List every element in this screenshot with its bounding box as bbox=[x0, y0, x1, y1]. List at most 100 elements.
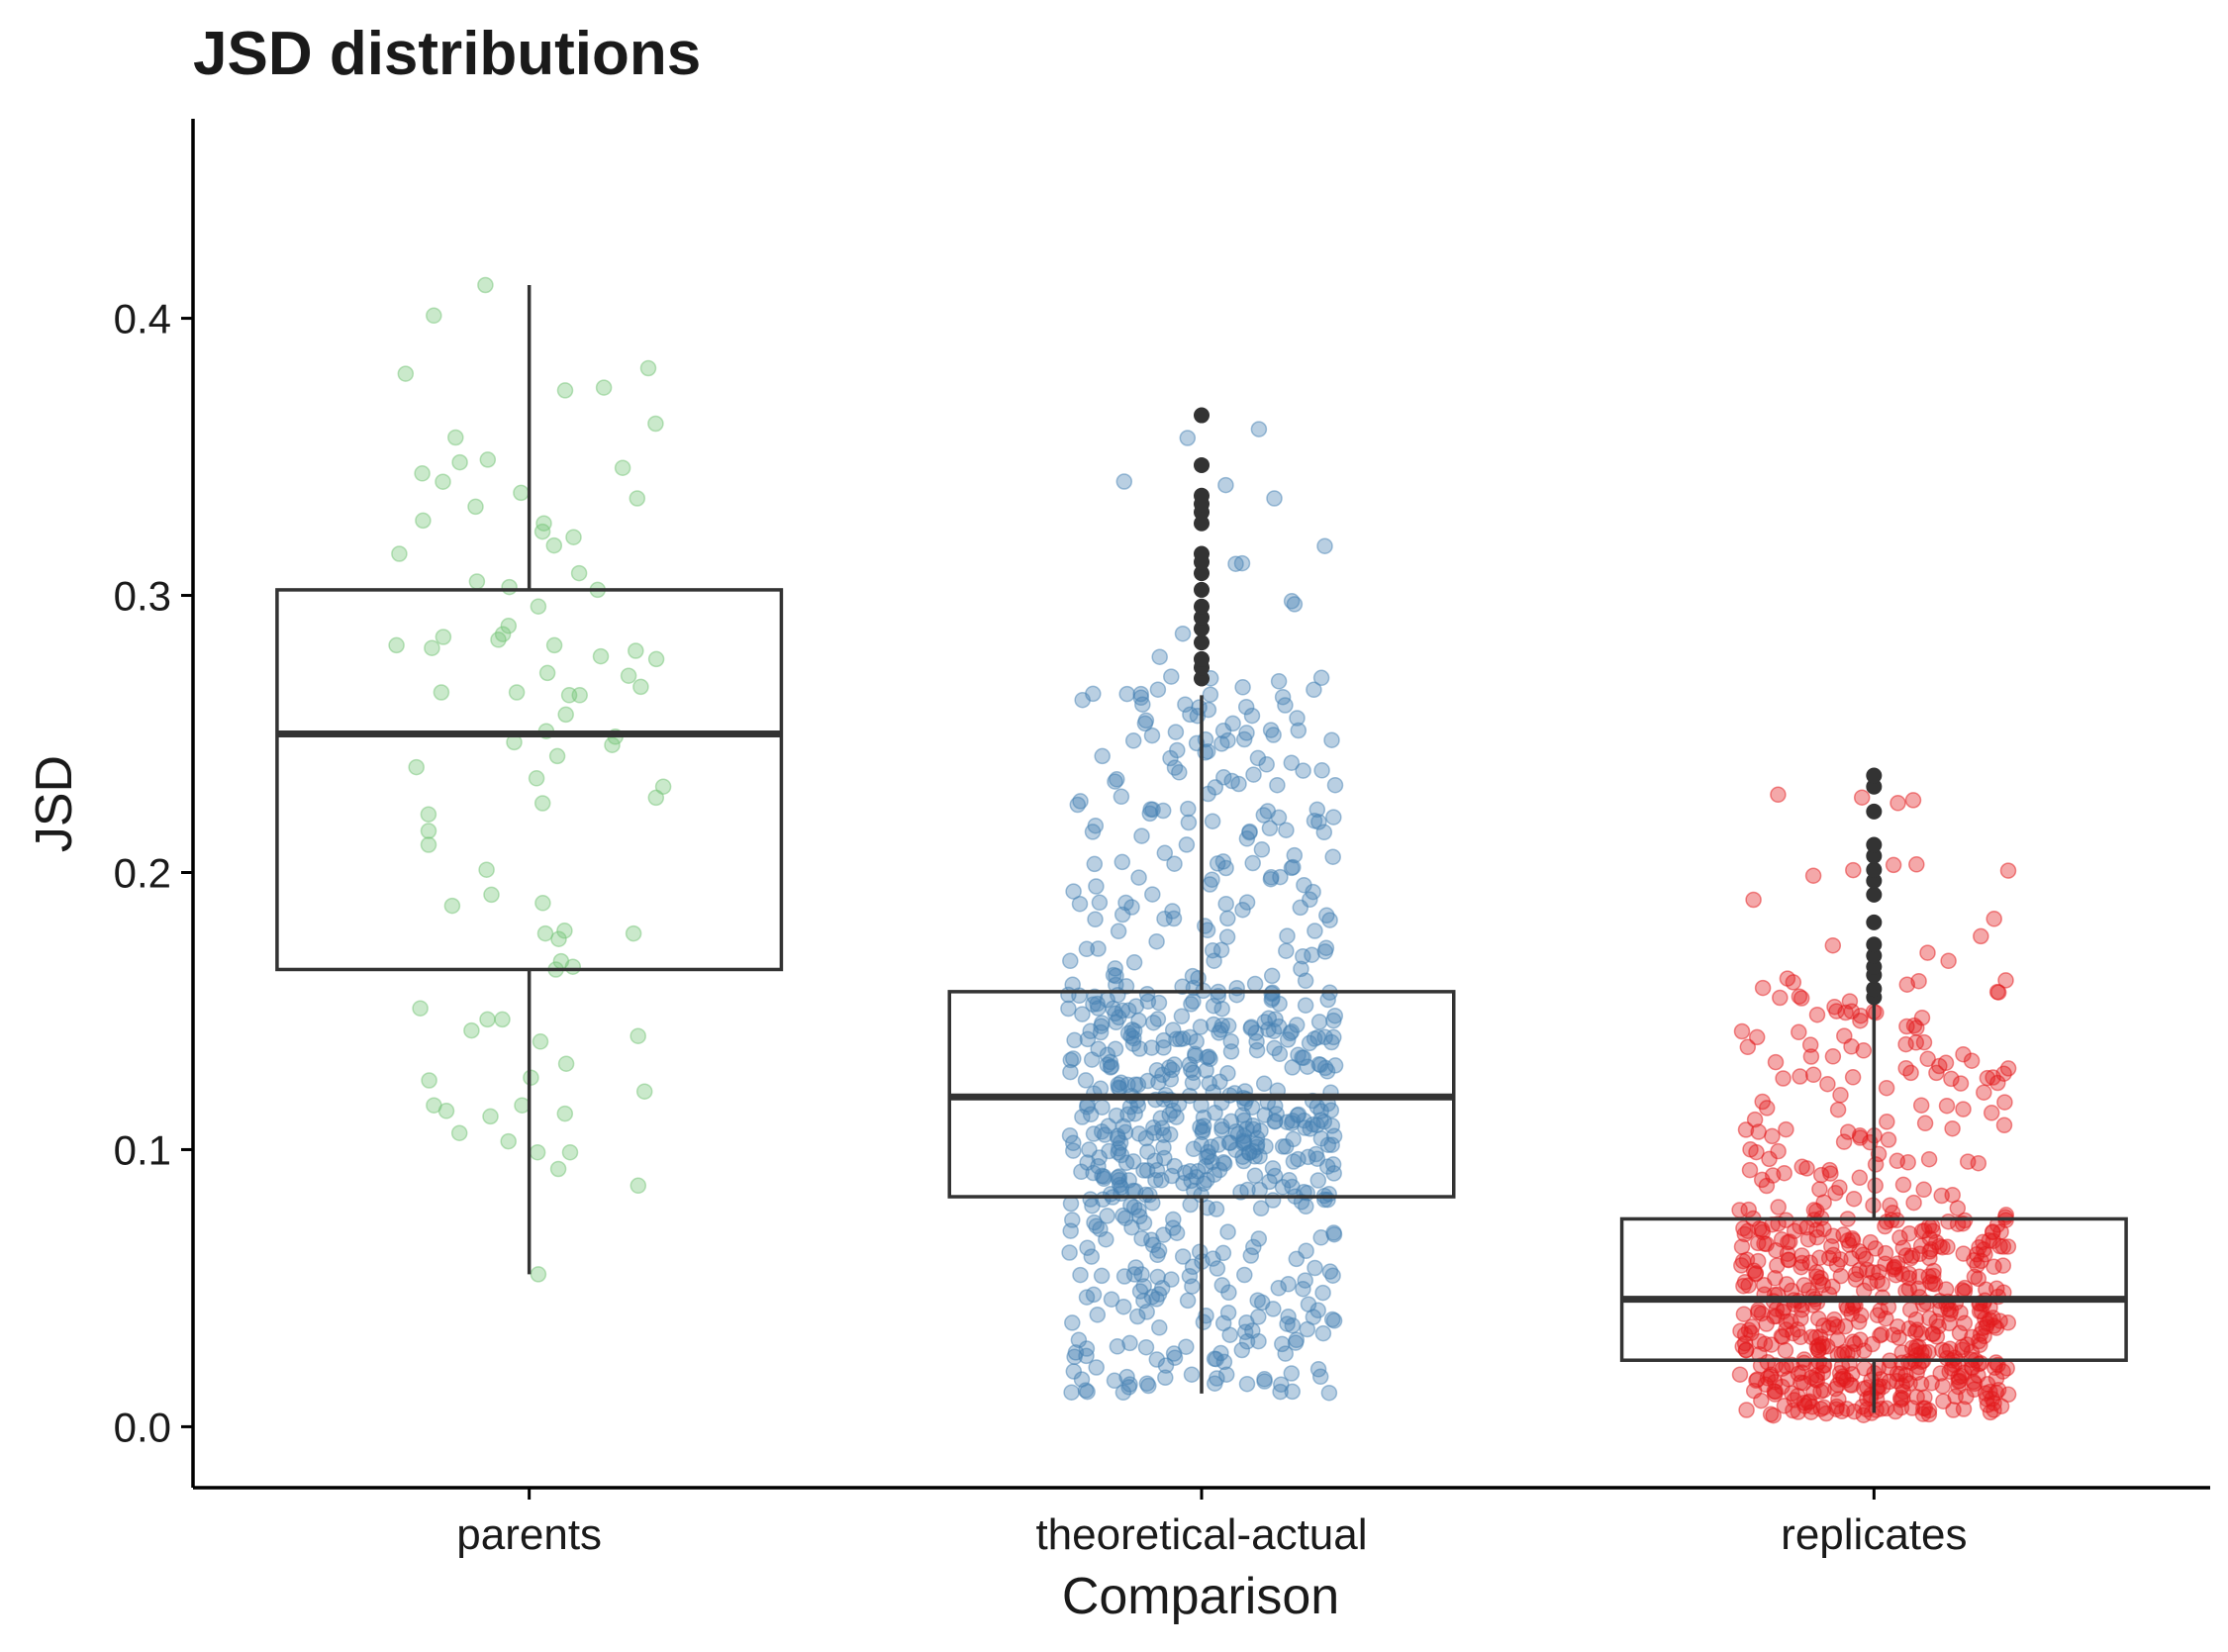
jitter-point-replicates bbox=[1862, 1274, 1879, 1292]
jitter-point-replicates bbox=[1814, 1276, 1832, 1294]
jitter-point-theoretical-actual bbox=[1179, 1292, 1197, 1310]
jitter-point-theoretical-actual bbox=[1213, 1000, 1230, 1018]
jitter-point-theoretical-actual bbox=[1157, 1369, 1174, 1387]
jitter-point-theoretical-actual bbox=[1066, 1031, 1083, 1049]
jitter-point-parents bbox=[494, 626, 512, 642]
jitter-point-replicates bbox=[1988, 983, 2006, 1001]
jitter-point-theoretical-actual bbox=[1086, 855, 1104, 873]
jitter-point-theoretical-actual bbox=[1316, 943, 1334, 960]
jitter-point-replicates bbox=[1996, 1094, 2013, 1111]
jitter-point-theoretical-actual bbox=[1166, 1056, 1183, 1073]
jitter-point-theoretical-actual bbox=[1269, 776, 1286, 794]
jitter-point-theoretical-actual bbox=[1163, 668, 1180, 685]
jitter-point-theoretical-actual bbox=[1239, 1181, 1256, 1199]
jitter-point-theoretical-actual bbox=[1217, 1366, 1235, 1383]
jitter-point-theoretical-actual bbox=[1200, 1143, 1216, 1161]
jitter-point-replicates bbox=[1885, 856, 1902, 874]
jitter-point-theoretical-actual bbox=[1114, 1207, 1131, 1224]
jitter-point-theoretical-actual bbox=[1145, 1124, 1163, 1141]
outlier-point-replicates bbox=[1866, 836, 1883, 853]
jitter-point-parents bbox=[635, 1083, 653, 1100]
jitter-point-parents bbox=[532, 1033, 549, 1050]
jitter-point-theoretical-actual bbox=[1238, 1333, 1256, 1350]
jitter-point-replicates bbox=[1940, 1213, 1957, 1230]
jitter-point-replicates bbox=[1979, 1069, 1996, 1087]
jitter-point-theoretical-actual bbox=[1295, 947, 1311, 965]
jitter-point-replicates bbox=[1973, 927, 1989, 945]
outlier-point-theoretical-actual bbox=[1194, 515, 1210, 532]
jitter-point-theoretical-actual bbox=[1148, 932, 1165, 950]
jitter-point-theoretical-actual bbox=[1312, 1229, 1329, 1246]
jitter-point-parents bbox=[557, 706, 574, 724]
jitter-point-replicates bbox=[1826, 1311, 1843, 1328]
jitter-point-parents bbox=[630, 1027, 646, 1044]
jitter-point-theoretical-actual bbox=[1185, 993, 1202, 1010]
jitter-point-replicates bbox=[1741, 1161, 1759, 1179]
jitter-point-replicates bbox=[1999, 862, 2017, 879]
jitter-point-theoretical-actual bbox=[1136, 715, 1154, 732]
jitter-point-theoretical-actual bbox=[1087, 911, 1104, 928]
jitter-point-theoretical-actual bbox=[1168, 1224, 1186, 1241]
outlier-point-replicates bbox=[1866, 886, 1883, 903]
outlier-point-theoretical-actual bbox=[1194, 621, 1210, 637]
jitter-point-parents bbox=[556, 1105, 574, 1122]
jitter-point-replicates bbox=[1907, 1311, 1925, 1328]
jitter-point-theoretical-actual bbox=[1266, 1167, 1284, 1185]
outlier-point-theoretical-actual bbox=[1194, 609, 1210, 626]
jitter-point-parents bbox=[408, 758, 425, 776]
jitter-point-theoretical-actual bbox=[1140, 1377, 1157, 1395]
jitter-point-parents bbox=[556, 923, 573, 939]
jitter-point-parents bbox=[565, 529, 582, 545]
jitter-point-theoretical-actual bbox=[1320, 1384, 1338, 1402]
jitter-point-theoretical-actual bbox=[1079, 1383, 1096, 1401]
jitter-point-theoretical-actual bbox=[1144, 886, 1161, 903]
outlier-point-theoretical-actual bbox=[1194, 598, 1210, 615]
jitter-point-theoretical-actual bbox=[1207, 1104, 1223, 1121]
jitter-point-replicates bbox=[1869, 1307, 1887, 1324]
jitter-point-theoretical-actual bbox=[1089, 1307, 1107, 1323]
y-tick-label: 0.0 bbox=[114, 1404, 171, 1450]
jitter-point-replicates bbox=[1770, 786, 1787, 804]
jitter-point-replicates bbox=[1853, 789, 1871, 806]
jitter-point-theoretical-actual bbox=[1072, 1266, 1089, 1284]
jitter-point-theoretical-actual bbox=[1219, 1064, 1236, 1082]
jitter-point-replicates bbox=[1972, 1336, 1988, 1354]
jitter-point-theoretical-actual bbox=[1062, 1063, 1079, 1081]
jitter-point-theoretical-actual bbox=[1306, 681, 1322, 699]
jitter-point-replicates bbox=[1999, 1314, 2017, 1331]
jitter-point-theoretical-actual bbox=[1120, 1379, 1137, 1396]
jitter-point-theoretical-actual bbox=[1321, 1263, 1339, 1280]
jitter-point-theoretical-actual bbox=[1115, 473, 1133, 490]
jitter-point-replicates bbox=[1879, 1114, 1895, 1130]
jitter-point-replicates bbox=[1780, 1370, 1796, 1388]
jitter-point-theoretical-actual bbox=[1183, 1366, 1201, 1383]
jitter-point-parents bbox=[530, 598, 547, 615]
jitter-point-theoretical-actual bbox=[1256, 1371, 1273, 1388]
jitter-point-theoretical-actual bbox=[1326, 776, 1344, 794]
jitter-point-theoretical-actual bbox=[1188, 1168, 1205, 1186]
jitter-point-parents bbox=[435, 629, 452, 645]
jitter-point-parents bbox=[500, 1132, 517, 1150]
jitter-point-theoretical-actual bbox=[1309, 1028, 1326, 1046]
jitter-point-parents bbox=[397, 365, 415, 382]
boxplots bbox=[275, 284, 2128, 1413]
jitter-point-replicates bbox=[1747, 1265, 1765, 1282]
jitter-point-theoretical-actual bbox=[1114, 906, 1131, 923]
jitter-point-replicates bbox=[1819, 1075, 1836, 1093]
jitter-point-theoretical-actual bbox=[1091, 894, 1109, 912]
jitter-point-theoretical-actual bbox=[1145, 1014, 1162, 1031]
jitter-point-theoretical-actual bbox=[1165, 910, 1183, 927]
jitter-point-theoretical-actual bbox=[1149, 1246, 1166, 1264]
jitter-point-replicates bbox=[1793, 1364, 1810, 1381]
jitter-point-replicates bbox=[1829, 1101, 1847, 1118]
outlier-point-theoretical-actual bbox=[1194, 581, 1210, 598]
jitter-point-replicates bbox=[1774, 1328, 1792, 1345]
jitter-point-theoretical-actual bbox=[1110, 1129, 1126, 1147]
jitter-point-replicates bbox=[1750, 1123, 1767, 1140]
jitter-point-theoretical-actual bbox=[1166, 855, 1183, 872]
jitter-point-replicates bbox=[1897, 1373, 1915, 1390]
jitter-point-parents bbox=[628, 642, 644, 659]
jitter-point-theoretical-actual bbox=[1250, 1230, 1268, 1247]
jitter-point-replicates bbox=[1872, 1326, 1889, 1344]
jitter-point-theoretical-actual bbox=[1206, 1350, 1223, 1368]
